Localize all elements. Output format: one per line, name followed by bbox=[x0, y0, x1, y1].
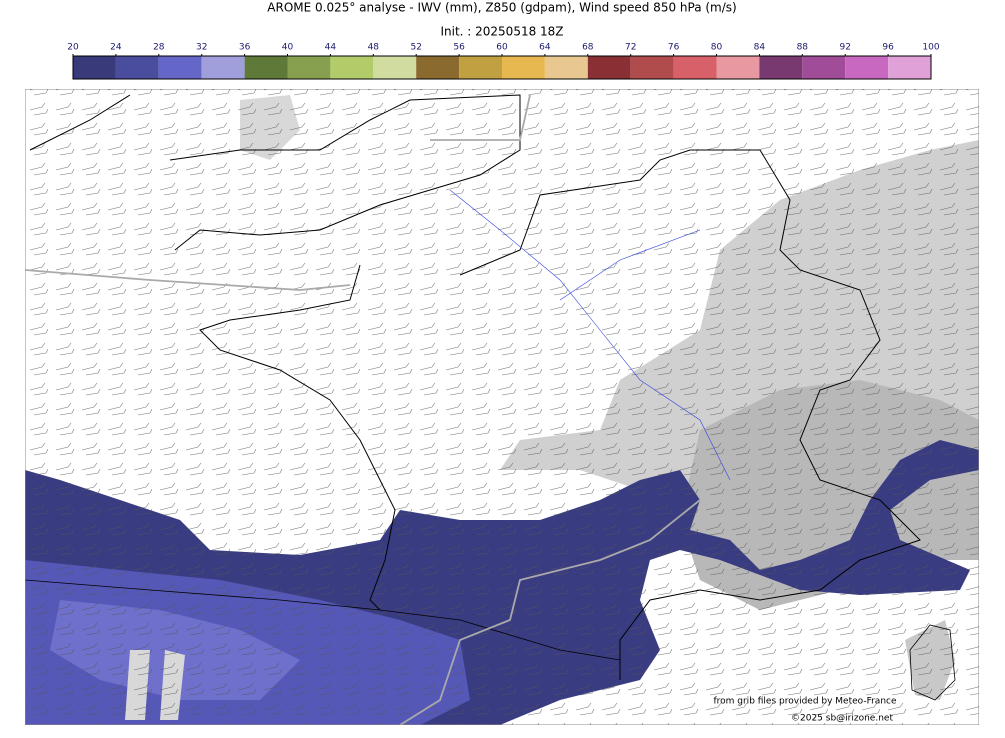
colorbar-tick-label: 92 bbox=[839, 43, 850, 53]
init-time: Init. : 20250518 18Z bbox=[440, 25, 563, 39]
colorbar-tick-label: 80 bbox=[711, 43, 723, 53]
colorbar-tick-label: 68 bbox=[582, 43, 594, 53]
colorbar-tick-label: 20 bbox=[67, 43, 79, 53]
colorbar-segment bbox=[845, 56, 889, 79]
colorbar-tick-label: 72 bbox=[625, 43, 636, 53]
river bbox=[449, 189, 731, 481]
colorbar-tick-label: 60 bbox=[496, 43, 508, 53]
map bbox=[25, 89, 979, 725]
copyright: ©2025 sb@irizone.net bbox=[791, 714, 893, 724]
colorbar-segment bbox=[888, 56, 931, 79]
colorbar-segment bbox=[502, 56, 545, 79]
colorbar-segment bbox=[673, 56, 717, 79]
colorbar-tick-label: 96 bbox=[882, 43, 894, 53]
colorbar-segment bbox=[330, 56, 374, 79]
colorbar-segment bbox=[459, 56, 502, 79]
colorbar-segment bbox=[287, 56, 331, 79]
source-credit: from grib files provided by Meteo-France bbox=[713, 697, 896, 707]
colorbar-tick-label: 28 bbox=[153, 43, 165, 53]
colorbar-segment bbox=[802, 56, 846, 79]
colorbar-segment bbox=[73, 56, 116, 79]
colorbar-tick-label: 88 bbox=[797, 43, 809, 53]
colorbar-tick-label: 100 bbox=[922, 43, 939, 53]
colorbar-segment bbox=[244, 56, 288, 79]
colorbar-tick-label: 56 bbox=[453, 43, 465, 53]
coastline bbox=[29, 94, 521, 251]
colorbar-tick-label: 44 bbox=[325, 43, 337, 53]
colorbar-segment bbox=[373, 56, 417, 79]
colorbar-tick-label: 76 bbox=[668, 43, 680, 53]
colorbar-segment bbox=[544, 56, 588, 79]
colorbar-segment bbox=[416, 56, 460, 79]
border bbox=[25, 579, 621, 661]
coastline bbox=[199, 264, 396, 611]
coastline bbox=[909, 624, 956, 701]
colorbar-tick-label: 32 bbox=[196, 43, 207, 53]
border bbox=[459, 149, 921, 680]
colorbar-segment bbox=[759, 56, 803, 79]
colorbar-segment bbox=[115, 56, 159, 79]
boundary-line bbox=[25, 94, 701, 725]
colorbar-tick-label: 48 bbox=[368, 43, 380, 53]
colorbar-tick-label: 40 bbox=[282, 43, 294, 53]
colorbar-tick-label: 52 bbox=[410, 43, 421, 53]
wind-barbs bbox=[25, 89, 979, 725]
colorbar-segment bbox=[201, 56, 245, 79]
colorbar-tick-label: 24 bbox=[110, 43, 122, 53]
colorbar-segment bbox=[158, 56, 202, 79]
colorbar-segment bbox=[630, 56, 674, 79]
colorbar-tick-label: 84 bbox=[754, 43, 766, 53]
colorbar-tick-label: 36 bbox=[239, 43, 251, 53]
colorbar: 20 24 28 32 36 40 44 48 52 56 60 64 68 72 76 80 84 88 92 96… bbox=[67, 43, 940, 80]
colorbar-segment bbox=[587, 56, 631, 79]
colorbar-segment bbox=[716, 56, 760, 79]
map-title: AROME 0.025° analyse - IWV (mm), Z850 (g… bbox=[267, 1, 736, 15]
colorbar-tick-label: 64 bbox=[539, 43, 551, 53]
